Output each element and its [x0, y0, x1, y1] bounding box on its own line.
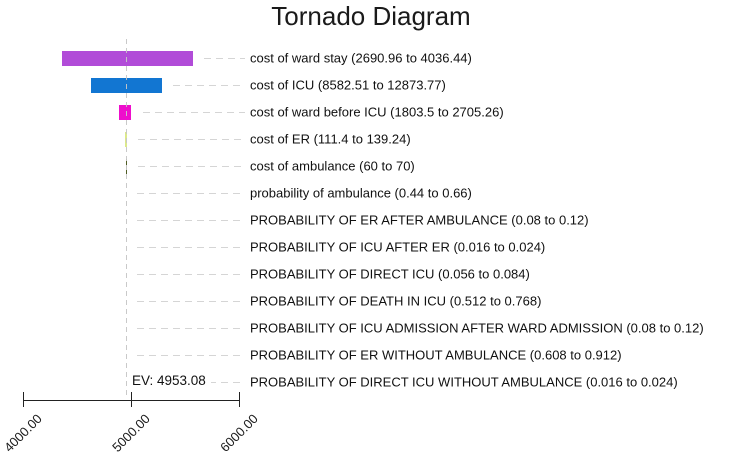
x-axis-tick [239, 392, 240, 407]
bar-label: PROBABILITY OF DIRECT ICU WITHOUT AMBULA… [250, 374, 678, 390]
x-axis-tick-label: 4000.00 [1, 411, 45, 455]
bar-label: cost of ward before ICU (1803.5 to 2705.… [250, 104, 504, 120]
x-axis-tick [23, 392, 24, 407]
bar-label: PROBABILITY OF DIRECT ICU (0.056 to 0.08… [250, 266, 530, 282]
tornado-bar [62, 50, 193, 66]
bar-label: probability of ambulance (0.44 to 0.66) [250, 185, 472, 201]
chart-title: Tornado Diagram [271, 1, 471, 31]
bar-label: cost of ICU (8582.51 to 12873.77) [250, 77, 446, 93]
leader-line [136, 274, 245, 275]
bar-label: cost of ward stay (2690.96 to 4036.44) [250, 50, 472, 66]
leader-line [142, 112, 245, 113]
leader-line [136, 220, 245, 221]
bar-label: cost of ambulance (60 to 70) [250, 158, 415, 174]
leader-line [203, 58, 245, 59]
leader-line [138, 139, 245, 140]
leader-line [136, 355, 245, 356]
ev-reference-line [125, 39, 127, 398]
x-axis-tick-label: 5000.00 [109, 411, 153, 455]
bar-label: PROBABILITY OF ER AFTER AMBULANCE (0.08 … [250, 212, 589, 228]
leader-line [136, 247, 245, 248]
x-axis-tick [131, 392, 132, 407]
bar-label: PROBABILITY OF ER WITHOUT AMBULANCE (0.6… [250, 347, 622, 363]
ev-value-label: EV: 4953.08 [131, 372, 211, 390]
leader-line [136, 301, 245, 302]
tornado-bar [119, 104, 132, 120]
leader-line [136, 193, 245, 194]
leader-line [136, 328, 245, 329]
leader-line [172, 85, 245, 86]
bar-label: PROBABILITY OF DEATH IN ICU (0.512 to 0.… [250, 293, 542, 309]
bar-label: PROBABILITY OF ICU ADMISSION AFTER WARD … [250, 320, 704, 336]
leader-line [137, 166, 245, 167]
bar-label: cost of ER (111.4 to 139.24) [250, 131, 411, 147]
tornado-bar [124, 131, 127, 147]
bar-label: PROBABILITY OF ICU AFTER ER (0.016 to 0.… [250, 239, 546, 255]
x-axis-tick-label: 6000.00 [217, 411, 261, 455]
